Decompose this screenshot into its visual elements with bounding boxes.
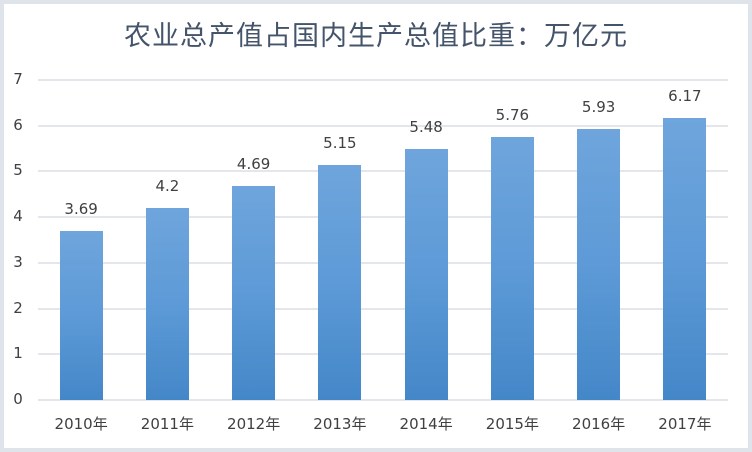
data-label: 4.2 xyxy=(155,177,180,195)
y-tick-label: 5 xyxy=(13,161,23,180)
gridline xyxy=(38,353,728,356)
y-tick-label: 7 xyxy=(13,70,23,88)
y-tick-label: 6 xyxy=(13,115,23,134)
gridline xyxy=(38,261,728,264)
bar[interactable] xyxy=(663,117,707,400)
y-tick-label: 3 xyxy=(13,252,23,271)
data-label: 5.48 xyxy=(409,118,443,137)
bar[interactable] xyxy=(577,128,621,400)
y-tick-label: 4 xyxy=(13,207,23,226)
gridline xyxy=(38,124,728,127)
chart-frame xyxy=(4,4,748,448)
y-tick-label: 1 xyxy=(13,344,23,363)
x-tick-label: 2011年 xyxy=(140,415,194,433)
x-tick-label: 2012年 xyxy=(227,415,281,433)
data-label: 4.69 xyxy=(236,154,271,173)
chart-title: 农业总产值占国内生产总值比重：万亿元 xyxy=(124,21,628,52)
gridline xyxy=(38,307,728,310)
y-tick-label: 0 xyxy=(13,390,23,408)
gridline xyxy=(38,216,728,219)
bar[interactable] xyxy=(318,164,362,400)
gridline xyxy=(38,79,728,81)
x-tick-label: 2015年 xyxy=(485,415,539,433)
bar[interactable] xyxy=(232,185,276,400)
bar[interactable] xyxy=(145,208,189,400)
bar[interactable] xyxy=(490,136,534,400)
data-label: 5.76 xyxy=(495,105,530,124)
x-tick-label: 2010年 xyxy=(54,415,108,433)
gridline xyxy=(38,399,728,401)
x-tick-label: 2014年 xyxy=(399,415,453,433)
data-label: 5.93 xyxy=(581,97,616,116)
x-tick-label: 2016年 xyxy=(572,415,626,433)
data-label: 6.17 xyxy=(668,86,702,105)
x-tick-label: 2017年 xyxy=(658,415,712,433)
bar[interactable] xyxy=(59,231,103,400)
gridline xyxy=(38,170,728,173)
x-tick-label: 2013年 xyxy=(313,415,367,433)
y-tick-label: 2 xyxy=(13,298,23,317)
bar[interactable] xyxy=(404,149,448,400)
data-label: 5.15 xyxy=(323,133,357,152)
data-label: 3.69 xyxy=(64,200,98,219)
